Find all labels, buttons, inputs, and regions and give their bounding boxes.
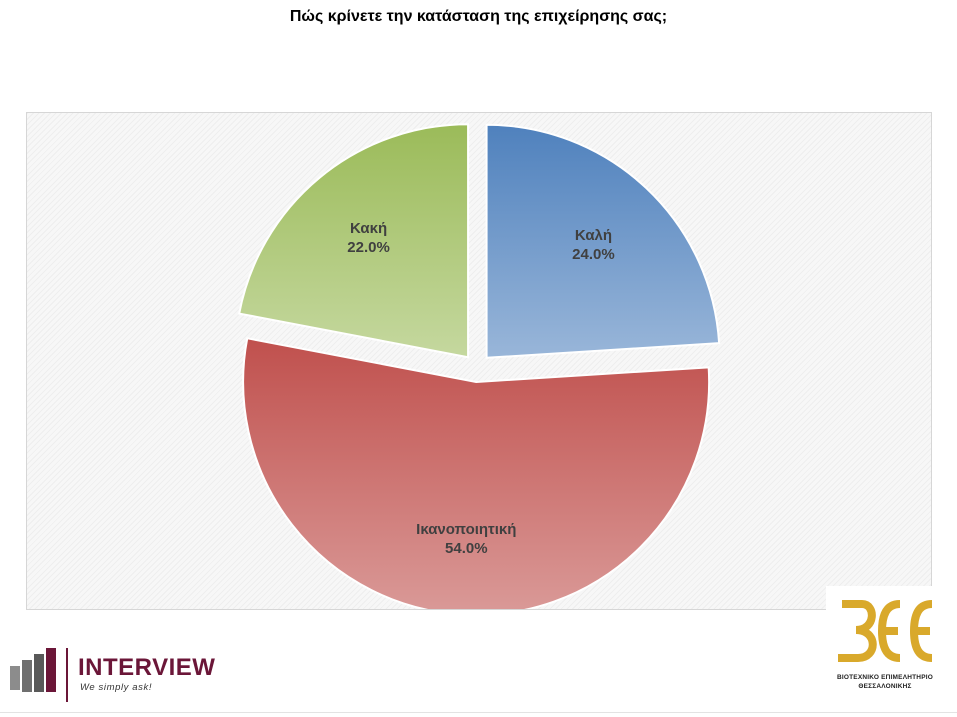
interview-logo: INTERVIEW We simply ask! (8, 646, 238, 706)
bee-name-line2: ΘΕΣΣΑΛΟΝΙΚΗΣ (858, 683, 912, 690)
pie-slice-3 (238, 123, 470, 359)
bee-logo: ΒΙΟΤΕΧΝΙΚΟ ΕΠΙΜΕΛΗΤΗΡΙΟ ΘΕΣΣΑΛΟΝΙΚΗΣ (826, 586, 944, 696)
bee-mark-icon (838, 600, 933, 662)
slice-category-label: Κακή (350, 220, 387, 237)
slice-value-label: 24.0% (572, 246, 615, 263)
chart-area: Καλή 24.0% Ικανοποιητική 54.0% Κακή 22.0% (26, 112, 932, 610)
bee-name-line1: ΒΙΟΤΕΧΝΙΚΟ ΕΠΙΜΕΛΗΤΗΡΙΟ (836, 674, 934, 681)
pie-slice-1 (485, 123, 721, 359)
slice-value-label: 22.0% (347, 239, 390, 256)
interview-tagline: We simply ask! (80, 682, 153, 693)
slice-category-label: Καλή (575, 227, 612, 244)
interview-bars-icon (10, 648, 68, 702)
interview-brand-name: INTERVIEW (78, 654, 216, 681)
pie-chart: Καλή 24.0% Ικανοποιητική 54.0% Κακή 22.0% (238, 123, 721, 609)
slice-category-label: Ικανοποιητική (416, 521, 516, 538)
slice-value-label: 54.0% (445, 540, 488, 557)
pie-slice-2 (242, 337, 711, 609)
page-title: Πώς κρίνετε την κατάσταση της επιχείρηση… (289, 8, 668, 25)
footer-divider (0, 712, 957, 713)
